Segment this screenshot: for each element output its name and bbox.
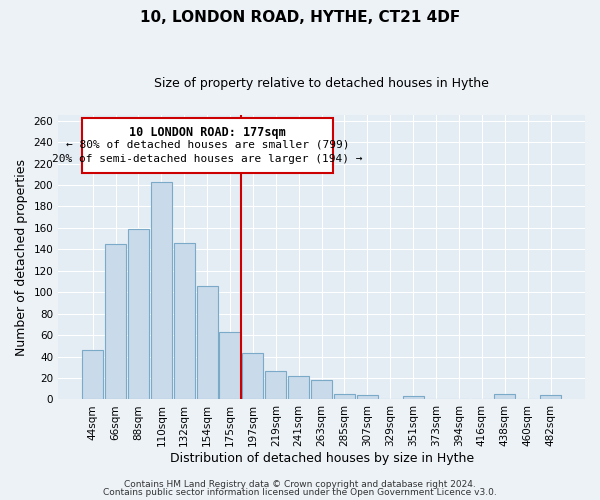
Bar <box>357 395 378 400</box>
Bar <box>540 395 561 400</box>
FancyBboxPatch shape <box>82 118 333 173</box>
Bar <box>265 370 286 400</box>
Bar <box>403 396 424 400</box>
Bar <box>197 286 218 400</box>
X-axis label: Distribution of detached houses by size in Hythe: Distribution of detached houses by size … <box>170 452 473 465</box>
Text: ← 80% of detached houses are smaller (799): ← 80% of detached houses are smaller (79… <box>65 140 349 150</box>
Bar <box>311 380 332 400</box>
Bar <box>151 182 172 400</box>
Title: Size of property relative to detached houses in Hythe: Size of property relative to detached ho… <box>154 78 489 90</box>
Text: 20% of semi-detached houses are larger (194) →: 20% of semi-detached houses are larger (… <box>52 154 362 164</box>
Bar <box>288 376 309 400</box>
Bar <box>220 332 241 400</box>
Bar <box>128 229 149 400</box>
Bar <box>494 394 515 400</box>
Bar <box>105 244 126 400</box>
Text: 10 LONDON ROAD: 177sqm: 10 LONDON ROAD: 177sqm <box>129 126 286 139</box>
Bar <box>82 350 103 400</box>
Text: Contains HM Land Registry data © Crown copyright and database right 2024.: Contains HM Land Registry data © Crown c… <box>124 480 476 489</box>
Bar <box>173 243 195 400</box>
Text: 10, LONDON ROAD, HYTHE, CT21 4DF: 10, LONDON ROAD, HYTHE, CT21 4DF <box>140 10 460 25</box>
Bar <box>242 354 263 400</box>
Bar <box>334 394 355 400</box>
Text: Contains public sector information licensed under the Open Government Licence v3: Contains public sector information licen… <box>103 488 497 497</box>
Y-axis label: Number of detached properties: Number of detached properties <box>15 159 28 356</box>
